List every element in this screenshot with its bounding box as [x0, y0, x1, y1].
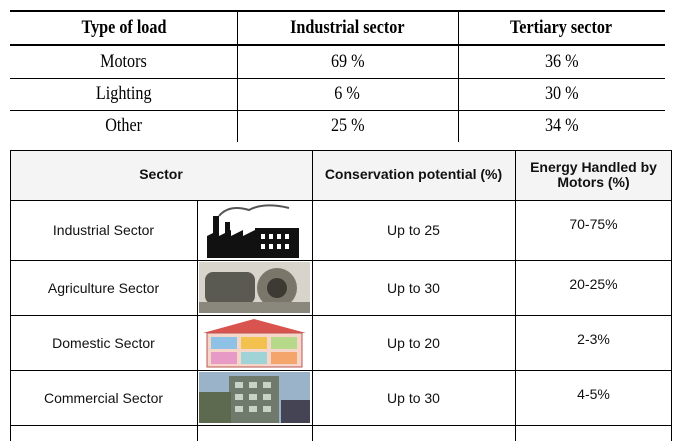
cell-text: 30 %	[544, 83, 579, 104]
rule	[10, 110, 665, 111]
cell: Up to 30	[387, 279, 440, 296]
rule	[10, 315, 672, 316]
cell-text: 6 %	[334, 83, 361, 104]
rule	[10, 10, 665, 12]
header-cell: Type of load	[10, 10, 237, 45]
cell-text: 34 %	[544, 115, 579, 136]
cell-text: Type of load	[81, 16, 166, 38]
cell-text: 69 %	[330, 50, 365, 72]
cell-text: Other	[105, 115, 142, 136]
cell: Other	[10, 110, 237, 142]
cell: Motors	[10, 45, 237, 78]
cell: 6 %	[237, 78, 458, 110]
rule	[10, 78, 665, 79]
rule	[237, 10, 238, 142]
cell: Agriculture Sector	[47, 279, 160, 296]
rule	[312, 150, 313, 441]
rule	[10, 150, 672, 151]
rule	[515, 150, 516, 441]
cell: 20-25%	[569, 276, 618, 292]
cell: 30 %	[458, 78, 665, 110]
building-icon	[199, 372, 310, 423]
factory-icon	[199, 202, 310, 258]
cell: Industrial Sector	[52, 222, 155, 238]
pump-icon	[199, 262, 310, 313]
rule	[10, 200, 672, 201]
cell: 34 %	[458, 110, 665, 142]
cell: 70-75%	[569, 216, 618, 232]
cell: 69 %	[237, 45, 458, 78]
cell-text: Lighting	[95, 83, 152, 104]
cell: Commercial Sector	[43, 389, 164, 406]
cell: 36 %	[458, 45, 665, 78]
header-cell: Conservation potential (%)	[324, 166, 503, 183]
cell: 2-3%	[577, 331, 610, 347]
rule	[10, 150, 11, 441]
rule	[671, 150, 672, 441]
cell: Lighting	[10, 78, 237, 110]
cell: 25 %	[237, 110, 458, 142]
cell-text: Motors	[100, 50, 147, 72]
cell: Up to 30	[387, 389, 440, 406]
header-cell: Energy Handled by Motors (%)	[530, 158, 657, 190]
rule	[10, 260, 672, 261]
cell: Up to 20	[387, 334, 440, 351]
cell-text: Tertiary sector	[510, 16, 613, 38]
cell-text: 25 %	[330, 115, 365, 136]
header-bg	[10, 150, 672, 200]
rule	[10, 370, 672, 371]
rule	[197, 200, 198, 441]
cell-text: Industrial sector	[290, 16, 405, 38]
cell: Domestic Sector	[52, 334, 155, 351]
rule	[10, 425, 672, 426]
rule	[458, 10, 459, 142]
cell: Up to 25	[387, 222, 440, 238]
rule	[10, 44, 665, 46]
header-cell: Sector	[139, 166, 183, 183]
house-icon	[199, 317, 310, 368]
cell-text: 36 %	[544, 50, 579, 72]
header-cell: Industrial sector	[237, 10, 458, 45]
header-cell: Tertiary sector	[458, 10, 665, 45]
cell: 4-5%	[577, 386, 610, 402]
